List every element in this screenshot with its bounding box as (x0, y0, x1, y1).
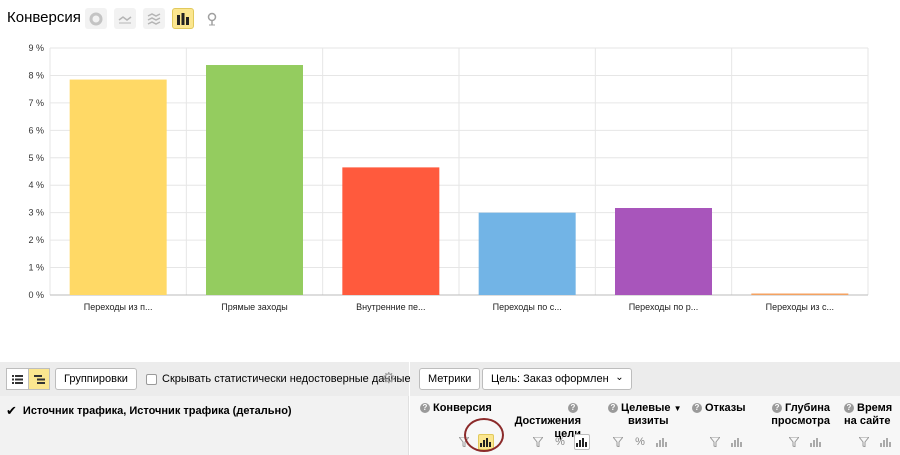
area-chart-button[interactable] (143, 8, 165, 29)
grouping-button[interactable]: Группировки (55, 368, 137, 390)
bar-chart: 0 % 1 % 2 % 3 % 4 % 5 % 6 % 7 % 8 % 9 % Переходы и… (0, 36, 900, 326)
x-tick-label: Переходы по с... (493, 302, 562, 312)
column-title: Достижения (514, 415, 581, 427)
column-header-depth[interactable]: ? Глубина просмотра (764, 402, 830, 428)
line-chart-icon (118, 15, 132, 23)
target-visits-column-tools: % (610, 434, 676, 450)
table-toolbar-left: Группировки Скрывать статистически недос… (0, 362, 411, 396)
y-tick-label: 2 % (28, 235, 44, 245)
x-tick-label: Переходы из с... (766, 302, 834, 312)
map-button[interactable] (201, 8, 223, 29)
bar[interactable] (206, 65, 303, 295)
column-title: Глубина (785, 402, 830, 414)
column-title: Конверсия (433, 402, 492, 414)
y-tick-label: 9 % (28, 43, 44, 53)
column-title-line2: визиты (628, 415, 669, 427)
help-icon[interactable]: ? (568, 403, 578, 413)
chart-toggle-icon[interactable] (878, 434, 894, 450)
goal-reaches-column-tools: % (530, 434, 596, 450)
tree-view-button[interactable] (28, 369, 49, 389)
line-chart-button[interactable] (114, 8, 136, 29)
column-title-line2: на сайте (844, 415, 891, 427)
column-title: Время (857, 402, 893, 414)
bar[interactable] (478, 212, 576, 295)
column-title-line2: просмотра (771, 415, 830, 427)
filter-icon[interactable] (456, 434, 472, 450)
depth-column-tools (786, 434, 830, 450)
filter-icon[interactable] (530, 434, 546, 450)
y-tick-label: 3 % (28, 208, 44, 218)
view-mode-switch (6, 368, 50, 390)
column-header-target-visits[interactable]: ? Целевые ▼ визиты (608, 402, 682, 428)
map-icon (207, 12, 217, 25)
filter-icon[interactable] (786, 434, 802, 450)
gear-icon[interactable]: ⚙ (382, 370, 396, 387)
checkmark-icon[interactable]: ✔ (6, 403, 17, 418)
chart-toggle-icon[interactable] (574, 434, 590, 450)
y-tick-label: 6 % (28, 125, 44, 135)
x-tick-label: Внутренние пе... (356, 302, 425, 312)
grouping-label: Источник трафика, Источник трафика (дета… (22, 405, 292, 417)
list-icon (12, 374, 23, 384)
help-icon[interactable]: ? (692, 403, 702, 413)
column-title: Отказы (705, 402, 746, 414)
chart-toggle-icon[interactable] (654, 434, 670, 450)
y-tick-label: 8 % (28, 70, 44, 80)
filter-icon[interactable] (856, 434, 872, 450)
bar-chart-icon (177, 12, 189, 25)
help-icon[interactable]: ? (608, 403, 618, 413)
bar[interactable] (615, 208, 712, 295)
x-tick-label: Переходы по р... (629, 302, 699, 312)
chart-canvas: 0 % 1 % 2 % 3 % 4 % 5 % 6 % 7 % 8 % 9 % Переходы и… (28, 43, 869, 312)
goal-select[interactable]: Цель: Заказ оформлен ⌄ (482, 368, 632, 390)
pie-chart-icon (89, 12, 103, 25)
y-tick-label: 5 % (28, 153, 44, 163)
table-left-pane: Группировки Скрывать статистически недос… (0, 362, 411, 455)
help-icon[interactable]: ? (844, 403, 854, 413)
time-column-tools (856, 434, 900, 450)
y-tick-label: 1 % (28, 263, 44, 273)
x-tick-label: Переходы из п... (84, 302, 153, 312)
column-header-bounces[interactable]: ? Отказы (692, 402, 746, 415)
bar[interactable] (342, 167, 440, 295)
column-header-time-on-site[interactable]: ? Время на сайте (844, 402, 900, 428)
area-chart-icon (147, 12, 161, 25)
tree-icon (33, 374, 45, 384)
y-tick-label: 0 % (28, 290, 44, 300)
x-tick-label: Прямые заходы (221, 302, 287, 312)
goal-select-value: Цель: Заказ оформлен (491, 373, 609, 385)
report-header: Конверсия (0, 0, 900, 36)
y-tick-label: 7 % (28, 98, 44, 108)
highlight-circle (464, 418, 504, 452)
hide-unreliable-checkbox[interactable] (146, 374, 157, 385)
hide-unreliable-label[interactable]: Скрывать статистически недостоверные дан… (162, 373, 411, 385)
column-header-conversion[interactable]: ? Конверсия (420, 402, 492, 415)
percent-icon[interactable]: % (555, 436, 565, 448)
report-table-panel: Группировки Скрывать статистически недос… (0, 362, 900, 455)
chart-toggle-icon[interactable] (729, 434, 745, 450)
column-title: Целевые (621, 402, 671, 414)
help-icon[interactable]: ? (772, 403, 783, 413)
bar[interactable] (751, 293, 849, 296)
chart-toggle-icon[interactable] (808, 434, 824, 450)
y-tick-label: 4 % (28, 180, 44, 190)
sort-desc-icon[interactable]: ▼ (673, 404, 682, 413)
filter-icon[interactable] (707, 434, 723, 450)
bar-chart-button[interactable] (172, 8, 194, 29)
list-view-button[interactable] (7, 369, 28, 389)
bar[interactable] (69, 79, 167, 295)
percent-icon[interactable]: % (635, 436, 645, 448)
grouping-row: ✔ Источник трафика, Источник трафика (де… (6, 403, 292, 419)
table-toolbar-right: Метрики Цель: Заказ оформлен ⌄ (410, 362, 900, 396)
metrics-button[interactable]: Метрики (419, 368, 481, 390)
page-title: Конверсия (7, 9, 81, 26)
help-icon[interactable]: ? (420, 403, 430, 413)
bounces-column-tools (707, 434, 751, 450)
pie-chart-button[interactable] (85, 8, 107, 29)
chevron-down-icon: ⌄ (615, 372, 624, 383)
filter-icon[interactable] (610, 434, 626, 450)
